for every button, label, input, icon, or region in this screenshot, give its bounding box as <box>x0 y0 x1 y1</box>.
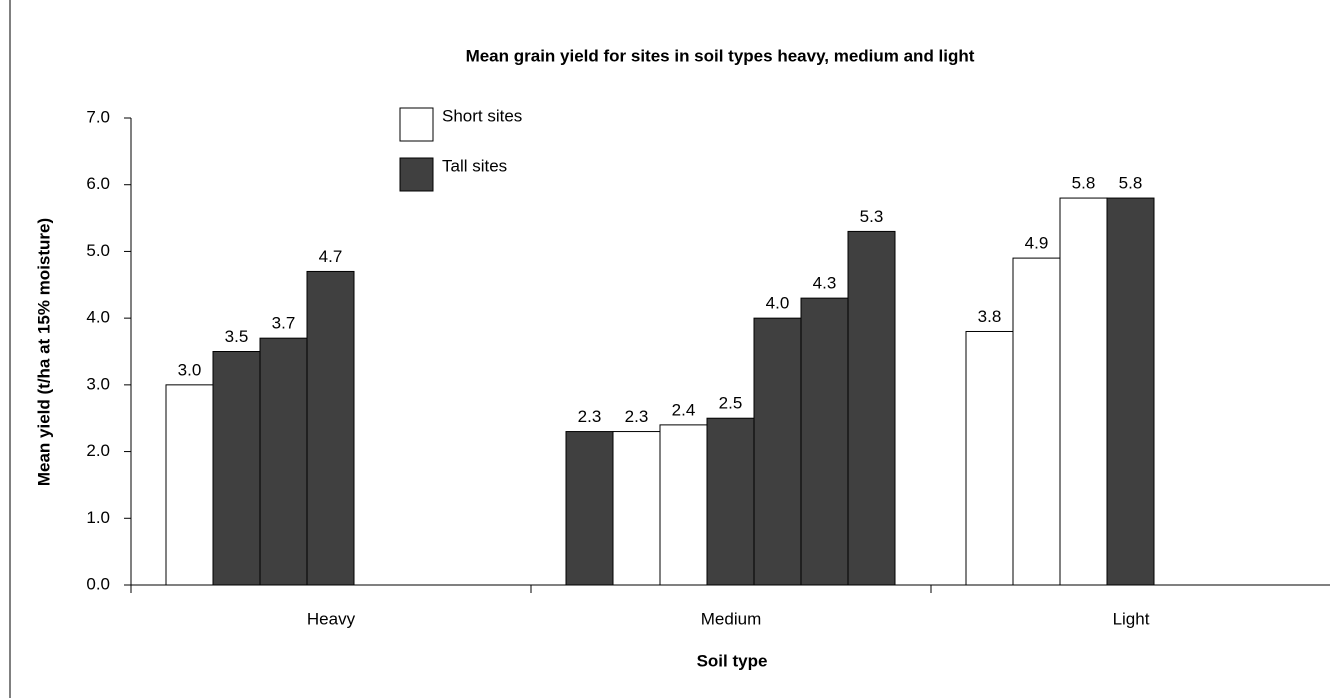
y-tick-label: 4.0 <box>86 308 110 327</box>
value-label: 4.0 <box>766 294 790 313</box>
x-axis-title: Soil type <box>697 651 768 670</box>
value-label: 2.3 <box>578 407 602 426</box>
value-label: 4.3 <box>813 274 837 293</box>
bar <box>753 317 802 586</box>
y-tick-label: 1.0 <box>86 508 110 527</box>
legend-swatch <box>399 107 434 142</box>
value-label: 5.8 <box>1119 174 1143 193</box>
bar <box>1012 257 1061 586</box>
bar <box>800 297 849 586</box>
bar <box>965 330 1014 586</box>
bar <box>847 230 896 586</box>
bar <box>706 417 755 586</box>
y-tick-label: 2.0 <box>86 441 110 460</box>
bar <box>165 384 214 586</box>
value-label: 3.0 <box>178 360 202 379</box>
value-label: 5.8 <box>1072 174 1096 193</box>
value-label: 2.5 <box>719 394 743 413</box>
y-tick-label: 6.0 <box>86 174 110 193</box>
bar <box>306 270 355 586</box>
value-label: 2.3 <box>625 407 649 426</box>
bar <box>612 431 661 586</box>
value-label: 3.7 <box>272 314 296 333</box>
value-label: 4.9 <box>1025 234 1049 253</box>
legend-label: Tall sites <box>442 156 507 175</box>
bar <box>212 351 261 586</box>
legend-swatch <box>399 157 434 192</box>
y-tick-label: 7.0 <box>86 107 110 126</box>
x-tick-label: Heavy <box>307 609 356 628</box>
chart-title: Mean grain yield for sites in soil types… <box>466 46 975 65</box>
y-axis-title: Mean yield (t/ha at 15% moisture) <box>34 218 53 486</box>
value-label: 4.7 <box>319 247 343 266</box>
bar <box>1106 197 1155 586</box>
bar <box>259 337 308 586</box>
y-tick-label: 3.0 <box>86 374 110 393</box>
value-label: 3.8 <box>978 307 1002 326</box>
x-tick-label: Medium <box>701 609 761 628</box>
x-tick-label: Light <box>1113 609 1150 628</box>
y-tick-label: 0.0 <box>86 574 110 593</box>
value-label: 5.3 <box>860 207 884 226</box>
value-label: 2.4 <box>672 400 696 419</box>
bar <box>1059 197 1108 586</box>
y-tick-label: 5.0 <box>86 241 110 260</box>
legend-label: Short sites <box>442 106 522 125</box>
bar <box>659 424 708 586</box>
value-label: 3.5 <box>225 327 249 346</box>
bar <box>565 431 614 586</box>
